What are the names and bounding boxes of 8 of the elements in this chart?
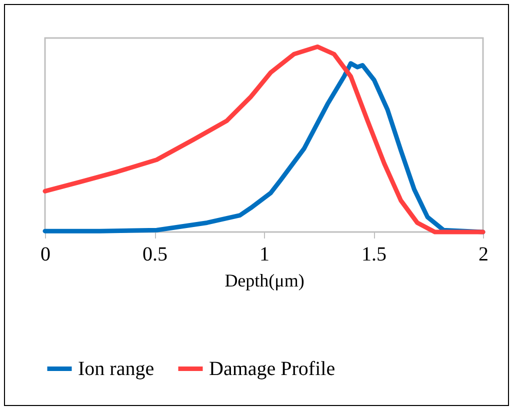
x-tick-label: 0 xyxy=(40,244,50,266)
legend-label: Damage Profile xyxy=(209,358,336,380)
legend-label: Ion range xyxy=(78,358,154,380)
x-tick-label: 1 xyxy=(260,244,270,266)
x-tick-label: 2 xyxy=(478,244,488,266)
x-axis-title: Depth(μm) xyxy=(224,270,304,290)
x-tick-label: 1.5 xyxy=(362,244,386,266)
x-tick-label: 0.5 xyxy=(142,244,168,266)
